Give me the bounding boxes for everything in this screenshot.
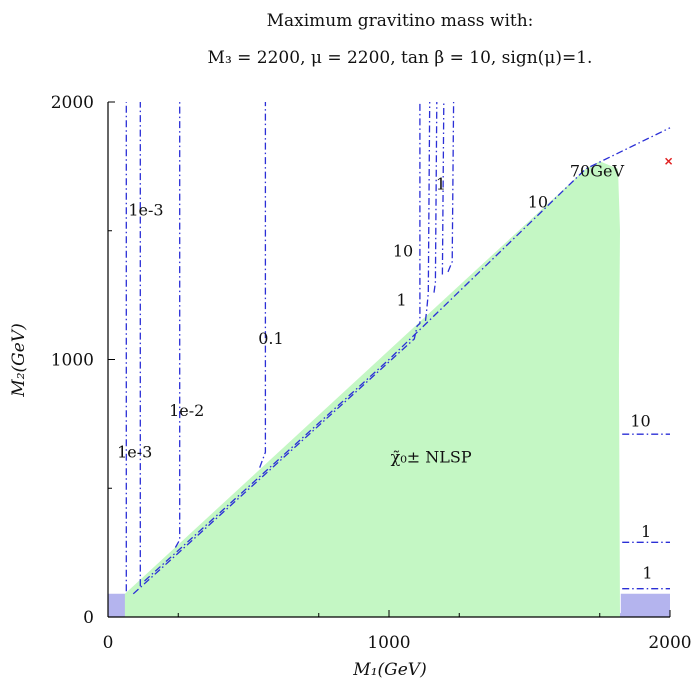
y-tick-label-0: 0 xyxy=(83,608,94,628)
x-tick-label-1: 1000 xyxy=(367,633,410,653)
contours-layer xyxy=(125,101,671,595)
y-axis-label: M₂(GeV) xyxy=(9,323,29,397)
y-tick-label-1: 1000 xyxy=(51,351,94,371)
x-tick-label-0: 0 xyxy=(103,633,114,653)
chart-subtitle: M₃ = 2200, μ = 2200, tan β = 10, sign(μ)… xyxy=(208,48,593,68)
contour-label-4: 10 xyxy=(393,242,413,261)
x-axis-label: M₁(GeV) xyxy=(352,660,426,680)
contour-label-1: 1e-3 xyxy=(128,200,163,219)
contour-label-9: 10 xyxy=(528,193,548,212)
regions-layer xyxy=(108,161,670,617)
x-tick-label-2: 2000 xyxy=(648,633,691,653)
contour-line-3 xyxy=(259,102,267,468)
contour-line-9 xyxy=(144,127,671,582)
region-label-0: χ̃₀± NLSP xyxy=(391,448,472,467)
y-tick-label-2: 2000 xyxy=(51,93,94,113)
contour-label-11: 1 xyxy=(641,522,651,541)
contour-line-4 xyxy=(132,102,421,595)
annotation-0: 70GeV xyxy=(570,162,625,181)
contour-line-6 xyxy=(433,101,438,293)
contour-label-10: 10 xyxy=(630,411,650,430)
contour-label-5: 1 xyxy=(397,290,407,309)
contour-label-6: 1 xyxy=(436,175,446,194)
contour-label-0: 1e-3 xyxy=(117,442,152,461)
contour-line-8 xyxy=(447,101,455,273)
contour-line-5 xyxy=(424,101,431,321)
nlsp-region-0 xyxy=(124,161,621,617)
contour-label-2: 1e-2 xyxy=(169,401,204,420)
marker-x-0 xyxy=(665,157,673,165)
contour-label-3: 0.1 xyxy=(258,329,283,348)
contour-label-12: 1 xyxy=(642,563,652,582)
ticks-layer: 0 1000 2000 0 1000 2000 xyxy=(51,93,692,653)
contour-line-2 xyxy=(174,102,181,548)
labels-layer: 1e-3 1e-3 1e-2 0.1 10 1 1 10 10 1 1 χ̃₀± NLSP 70GeV xyxy=(117,157,673,582)
chart-title: Maximum gravitino mass with: xyxy=(267,11,534,31)
